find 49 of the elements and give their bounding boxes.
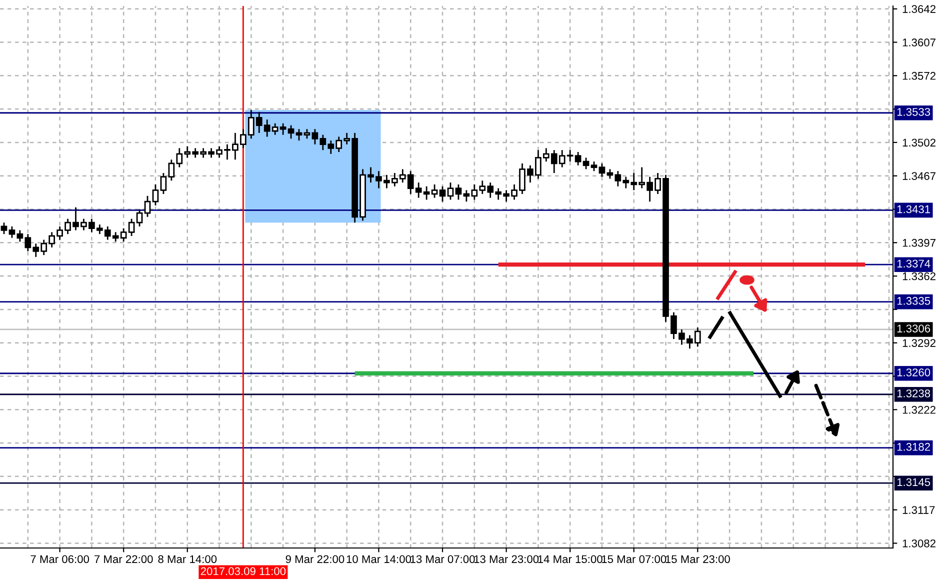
ref-line-label: 1.3260 bbox=[897, 368, 930, 376]
ref-line-label: 1.3533 bbox=[897, 108, 930, 116]
ref-line-label: 1.3335 bbox=[897, 296, 930, 305]
ref-line-label: 1.3182 bbox=[897, 442, 930, 451]
ref-line-label: 1.3306 bbox=[897, 324, 930, 332]
y-tick-label: 1.3642 bbox=[902, 5, 936, 13]
candlestick bbox=[0, 222, 8, 235]
candlestick bbox=[152, 184, 159, 206]
y-tick-label: 1.3572 bbox=[902, 72, 936, 80]
candlestick bbox=[598, 162, 606, 178]
y-tick-label: 1.3222 bbox=[902, 406, 936, 414]
y-tick-label: 1.3082 bbox=[902, 539, 936, 548]
candlestick bbox=[160, 172, 167, 195]
candlestick bbox=[590, 160, 598, 172]
x-tick-label: 15 Mar 07:00 bbox=[602, 555, 666, 564]
candlestick bbox=[288, 124, 294, 140]
candlestick bbox=[447, 182, 454, 200]
candlestick bbox=[606, 168, 614, 180]
x-tick-label: 7 Mar 22:00 bbox=[94, 555, 153, 564]
x-tick-label: 14 Mar 15:00 bbox=[538, 555, 602, 564]
ref-line-label: 1.3431 bbox=[897, 205, 930, 214]
y-tick-label: 1.3397 bbox=[902, 238, 936, 247]
candlestick bbox=[455, 184, 462, 200]
candlestick bbox=[439, 186, 446, 202]
ref-line-label: 1.3374 bbox=[897, 260, 930, 268]
x-tick-label: 9 Mar 22:00 bbox=[286, 555, 344, 564]
candlestick bbox=[431, 184, 438, 198]
y-tick-label: 1.3362 bbox=[902, 272, 936, 280]
ref-line-label: 1.3145 bbox=[897, 478, 930, 486]
x-tick-label: 2017.03.09 11:00 bbox=[200, 567, 286, 576]
ref-line-label: 1.3238 bbox=[897, 389, 930, 398]
x-tick-label: 10 Mar 14:00 bbox=[346, 555, 412, 564]
candlestick bbox=[304, 128, 310, 140]
y-tick-label: 1.3117 bbox=[902, 506, 935, 514]
candlestick bbox=[582, 157, 590, 170]
x-tick-label: 8 Mar 14:00 bbox=[158, 555, 217, 564]
x-tick-label: 13 Mar 07:00 bbox=[410, 555, 475, 564]
candlestick bbox=[144, 195, 151, 218]
y-tick-label: 1.3607 bbox=[902, 38, 936, 46]
candlestick bbox=[136, 208, 143, 228]
candlestick bbox=[296, 128, 302, 142]
x-tick-label: 7 Mar 06:00 bbox=[30, 555, 90, 564]
y-tick-label: 1.3502 bbox=[902, 138, 936, 147]
x-tick-label: 15 Mar 23:00 bbox=[666, 555, 730, 564]
y-tick-label: 1.3292 bbox=[902, 339, 936, 347]
x-tick-label: 13 Mar 23:00 bbox=[474, 555, 539, 564]
candlestick bbox=[8, 226, 16, 239]
candlestick bbox=[280, 122, 286, 136]
y-tick-label: 1.3467 bbox=[902, 172, 936, 180]
